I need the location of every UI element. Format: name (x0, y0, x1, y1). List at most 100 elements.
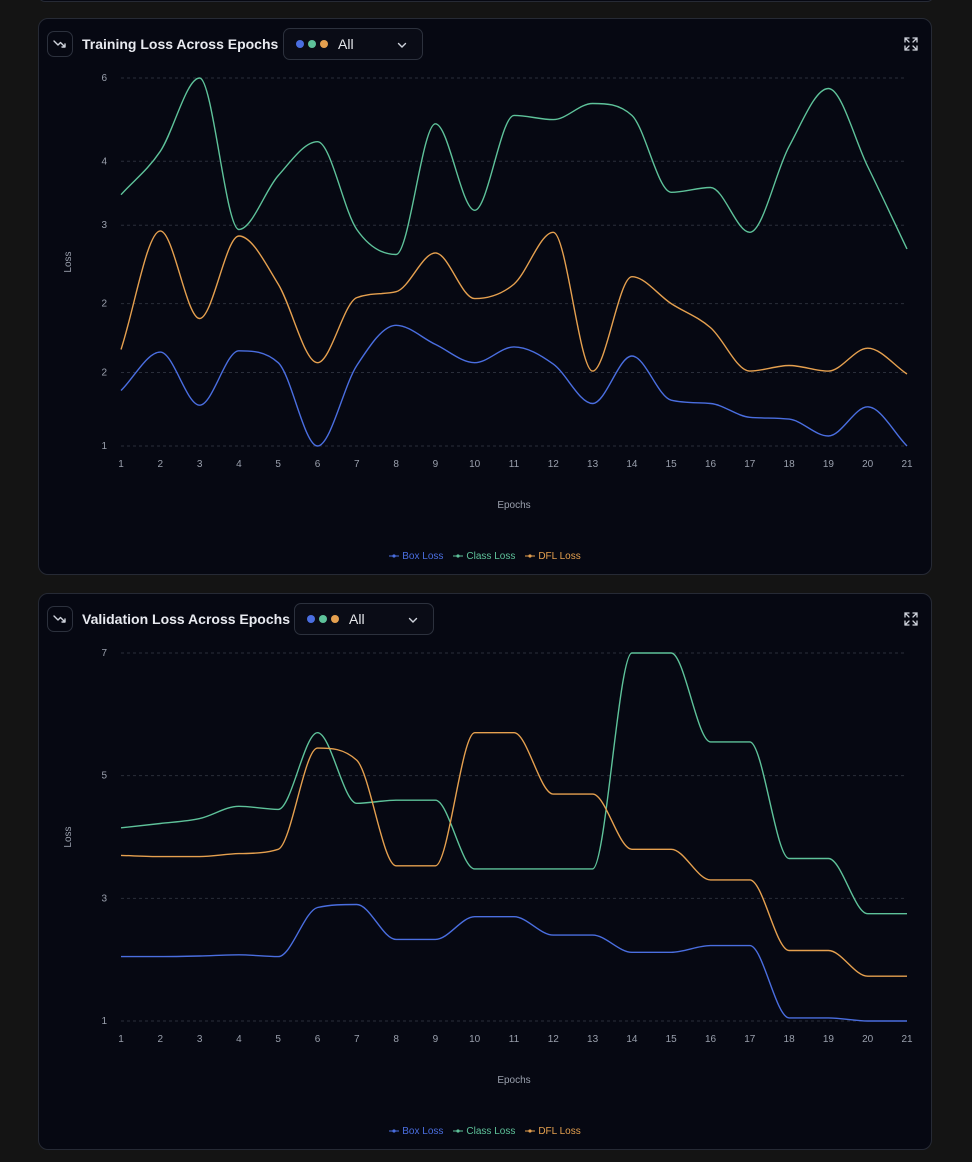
x-tick-label: 21 (901, 1034, 913, 1045)
trending-down-icon (47, 606, 73, 632)
x-tick-label: 16 (705, 459, 717, 470)
legend-label: Class Loss (466, 1125, 516, 1137)
series-line-box (120, 324, 908, 447)
x-tick-label: 19 (823, 459, 835, 470)
x-tick-label: 3 (197, 459, 203, 470)
x-axis-label: Epochs (497, 500, 530, 511)
y-tick-label: 1 (101, 1016, 107, 1027)
series-line-cls (120, 77, 908, 256)
class-dot-icon (308, 40, 316, 48)
y-tick-label: 6 (101, 73, 107, 84)
card-header: Training Loss Across Epochs All (47, 28, 923, 60)
legend-label: Box Loss (402, 550, 444, 562)
y-tick-label: 5 (101, 771, 107, 782)
legend-label: DFL Loss (538, 550, 581, 562)
y-tick-label: 7 (101, 648, 107, 659)
x-tick-label: 6 (315, 459, 321, 470)
x-tick-label: 9 (433, 1034, 439, 1045)
x-tick-label: 13 (587, 459, 599, 470)
legend-dfl-loss[interactable]: DFL Loss (525, 549, 581, 563)
legend-label: Class Loss (466, 550, 516, 562)
x-tick-label: 12 (548, 459, 560, 470)
x-tick-label: 8 (393, 1034, 399, 1045)
x-tick-label: 6 (315, 1034, 321, 1045)
box-dot-icon (296, 40, 304, 48)
x-tick-label: 9 (433, 459, 439, 470)
x-tick-label: 19 (823, 1034, 835, 1045)
chart-title: Validation Loss Across Epochs (82, 611, 290, 627)
class-dot-icon (319, 615, 327, 623)
legend-class-loss[interactable]: Class Loss (453, 1124, 515, 1138)
legend-class-loss[interactable]: Class Loss (453, 549, 515, 563)
x-tick-label: 5 (275, 459, 281, 470)
chevron-down-icon (408, 617, 418, 623)
x-tick-label: 15 (666, 1034, 678, 1045)
x-tick-label: 1 (118, 1034, 124, 1045)
x-tick-label: 7 (354, 459, 360, 470)
filter-value: All (349, 611, 365, 627)
y-tick-label: 3 (101, 893, 107, 904)
x-tick-label: 2 (158, 1034, 164, 1045)
x-tick-label: 5 (275, 1034, 281, 1045)
legend-box-loss[interactable]: Box Loss (389, 1124, 443, 1138)
chart-legend: Box Loss Class Loss DFL Loss (39, 549, 931, 563)
x-tick-label: 2 (158, 459, 164, 470)
x-tick-label: 4 (236, 459, 242, 470)
chevron-down-icon (397, 42, 407, 48)
y-tick-label: 4 (101, 156, 107, 167)
series-filter-select[interactable]: All (283, 28, 423, 60)
series-line-dfl (120, 230, 908, 375)
line-marker-icon (525, 554, 536, 558)
x-tick-label: 15 (666, 459, 678, 470)
card-header: Validation Loss Across Epochs All (47, 603, 923, 635)
x-tick-label: 17 (744, 459, 756, 470)
y-axis-label: Loss (63, 251, 74, 272)
x-tick-label: 7 (354, 1034, 360, 1045)
x-tick-label: 18 (784, 1034, 796, 1045)
x-tick-label: 12 (548, 1034, 560, 1045)
filter-value: All (338, 36, 354, 52)
line-marker-icon (525, 1129, 536, 1133)
box-dot-icon (307, 615, 315, 623)
y-tick-label: 1 (101, 441, 107, 452)
y-tick-label: 2 (101, 299, 107, 310)
line-marker-icon (389, 1129, 400, 1133)
legend-label: DFL Loss (538, 1125, 581, 1137)
series-line-cls (120, 652, 907, 915)
x-tick-label: 11 (509, 1034, 520, 1045)
x-tick-label: 13 (587, 1034, 599, 1045)
dfl-dot-icon (331, 615, 339, 623)
x-tick-label: 11 (509, 459, 520, 470)
series-filter-select[interactable]: All (294, 603, 434, 635)
legend-box-loss[interactable]: Box Loss (389, 549, 443, 563)
dfl-dot-icon (320, 40, 328, 48)
line-marker-icon (453, 554, 464, 558)
y-axis-label: Loss (63, 826, 74, 847)
legend-dfl-loss[interactable]: DFL Loss (525, 1124, 581, 1138)
x-axis-label: Epochs (497, 1075, 530, 1086)
x-tick-label: 14 (626, 459, 638, 470)
x-tick-label: 20 (862, 1034, 874, 1045)
y-tick-label: 2 (101, 368, 107, 379)
x-tick-label: 21 (901, 459, 913, 470)
x-tick-label: 16 (705, 1034, 717, 1045)
x-tick-label: 1 (118, 459, 124, 470)
x-tick-label: 17 (744, 1034, 756, 1045)
chart-legend: Box Loss Class Loss DFL Loss (39, 1124, 931, 1138)
line-marker-icon (389, 554, 400, 558)
x-tick-label: 10 (469, 1034, 481, 1045)
previous-card-edge (38, 0, 934, 2)
y-tick-label: 3 (101, 220, 107, 231)
legend-label: Box Loss (402, 1125, 444, 1137)
series-line-dfl (120, 732, 907, 977)
x-tick-label: 18 (784, 459, 796, 470)
expand-icon[interactable] (903, 611, 919, 627)
x-tick-label: 20 (862, 459, 874, 470)
expand-icon[interactable] (903, 36, 919, 52)
x-tick-label: 8 (393, 459, 399, 470)
x-tick-label: 3 (197, 1034, 203, 1045)
